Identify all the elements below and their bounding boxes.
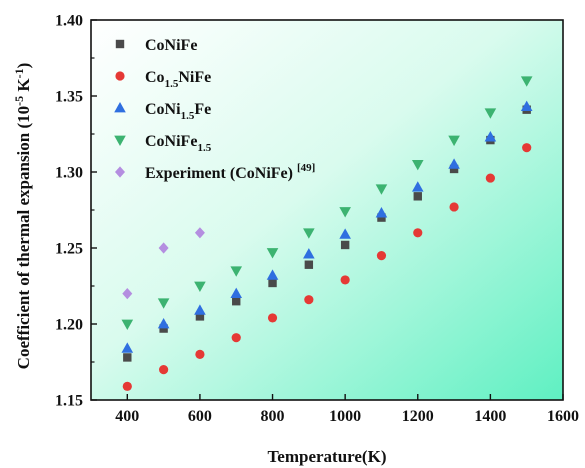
x-tick-label: 600 bbox=[188, 408, 212, 425]
legend-marker-2 bbox=[115, 71, 125, 81]
data-point-series-4 bbox=[157, 298, 170, 309]
data-point-series-4 bbox=[411, 160, 424, 171]
plot-background bbox=[91, 20, 563, 400]
data-point-series-3 bbox=[375, 207, 388, 218]
y-tick-label: 1.35 bbox=[55, 89, 83, 106]
data-point-series-3 bbox=[303, 248, 315, 259]
data-point-series-2 bbox=[159, 365, 169, 375]
data-point-series-1 bbox=[195, 312, 205, 321]
legend-label-1: CoNiFe bbox=[145, 37, 197, 54]
x-tick-label: 1200 bbox=[402, 408, 434, 425]
data-point-series-5 bbox=[194, 227, 205, 239]
legend-label-4: CoNiFe1.5​ bbox=[145, 133, 212, 154]
legend-marker-4 bbox=[114, 135, 126, 146]
data-point-series-2 bbox=[449, 202, 459, 212]
data-point-series-4 bbox=[448, 135, 460, 147]
data-point-series-3 bbox=[157, 318, 170, 329]
y-tick-label: 1.20 bbox=[55, 317, 83, 334]
y-axis-title: Coefficient of thermal expansion (10-5​ … bbox=[12, 63, 33, 370]
data-point-series-4 bbox=[194, 281, 206, 292]
data-point-series-3 bbox=[230, 287, 243, 298]
x-tick-label: 400 bbox=[115, 408, 139, 425]
x-tick-label: 1000 bbox=[329, 408, 361, 425]
data-point-series-2 bbox=[122, 381, 132, 391]
data-point-series-3 bbox=[520, 100, 533, 112]
y-tick-label: 1.40 bbox=[55, 13, 83, 30]
data-point-series-4 bbox=[230, 266, 243, 277]
axes: 400 600 800 1000 1200 1400 1600 1.15 1.20 1.25 1.3… bbox=[55, 13, 579, 426]
data-point-series-2 bbox=[267, 313, 278, 323]
legend-label-3: CoNi1.5​Fe bbox=[145, 101, 211, 122]
legend-marker-1 bbox=[115, 39, 125, 49]
data-point-series-4 bbox=[339, 207, 351, 218]
legend-marker-5 bbox=[115, 166, 125, 178]
data-point-series-2 bbox=[413, 228, 423, 238]
plot-area bbox=[91, 20, 563, 400]
data-markers bbox=[121, 76, 533, 391]
data-point-series-4 bbox=[484, 108, 497, 119]
data-point-series-4 bbox=[375, 184, 388, 195]
data-point-series-3 bbox=[194, 304, 206, 315]
legend-label-2: Co1.5​NiFe bbox=[145, 69, 211, 90]
data-point-series-1 bbox=[340, 240, 350, 250]
data-point-series-5 bbox=[122, 288, 133, 300]
data-point-series-4 bbox=[303, 228, 315, 239]
data-point-series-1 bbox=[123, 353, 132, 362]
data-point-series-1 bbox=[377, 213, 386, 222]
legend-label-5: Experiment (CoNiFe) [49]​ bbox=[145, 162, 315, 182]
legend-marker-3 bbox=[114, 102, 126, 113]
data-point-series-3 bbox=[339, 228, 351, 239]
data-point-series-2 bbox=[485, 173, 495, 183]
x-axis-title: Temperature(K) bbox=[268, 447, 387, 466]
data-point-series-4 bbox=[121, 319, 134, 330]
data-point-series-4 bbox=[520, 76, 533, 87]
data-point-series-3 bbox=[266, 269, 279, 280]
data-point-series-2 bbox=[231, 333, 241, 343]
legend: CoNiFe Co1.5​NiFe CoNi1.5​Fe CoNiFe1.5​ Expe… bbox=[114, 37, 315, 182]
data-point-series-2 bbox=[304, 295, 314, 305]
data-point-series-1 bbox=[413, 192, 422, 201]
data-point-series-3 bbox=[411, 181, 424, 192]
x-tick-label: 1400 bbox=[474, 408, 506, 425]
data-point-series-1 bbox=[268, 278, 277, 288]
data-point-series-1 bbox=[304, 260, 314, 269]
x-tick-label: 800 bbox=[261, 408, 285, 425]
data-point-series-1 bbox=[232, 297, 241, 306]
data-point-series-2 bbox=[340, 275, 350, 285]
data-point-series-2 bbox=[522, 143, 532, 153]
y-tick-label: 1.30 bbox=[55, 165, 83, 182]
data-point-series-3 bbox=[121, 342, 134, 353]
data-point-series-3 bbox=[484, 131, 497, 142]
data-point-series-5 bbox=[158, 242, 169, 254]
data-point-series-1 bbox=[449, 164, 459, 174]
data-point-series-1 bbox=[159, 324, 168, 333]
data-point-series-4 bbox=[266, 248, 279, 259]
data-point-series-2 bbox=[195, 349, 205, 359]
data-point-series-3 bbox=[448, 158, 460, 169]
x-tick-label: 1600 bbox=[547, 408, 579, 425]
y-tick-label: 1.15 bbox=[55, 393, 83, 410]
y-tick-label: 1.25 bbox=[55, 241, 83, 258]
data-point-series-2 bbox=[376, 251, 387, 261]
